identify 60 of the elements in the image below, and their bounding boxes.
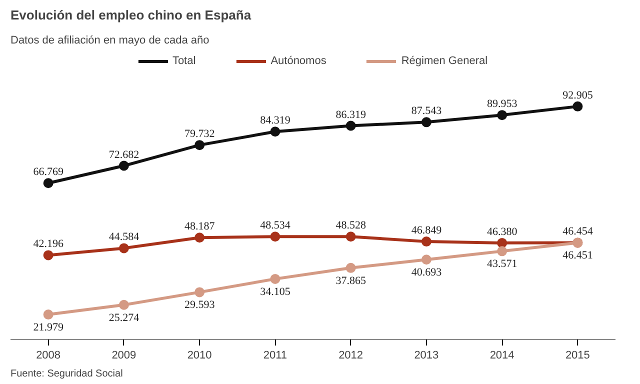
point (497, 238, 508, 248)
data-label: 84.319 (260, 114, 291, 127)
point (43, 310, 54, 320)
point (194, 287, 205, 298)
data-label: 43.571 (486, 258, 518, 270)
data-label: 46.451 (562, 250, 593, 262)
point (497, 110, 508, 120)
data-label: 48.528 (336, 220, 366, 232)
legend-label: Autónomos (270, 55, 326, 67)
x-tick-label: 2011 (263, 350, 288, 362)
point (421, 117, 432, 128)
x-tick-label: 2014 (490, 350, 514, 362)
legend-label: Régimen General (401, 55, 488, 67)
data-label: 89.953 (486, 98, 518, 110)
point (43, 178, 54, 188)
point (270, 232, 280, 242)
x-tick-label: 2013 (414, 350, 439, 362)
point (118, 160, 129, 171)
point (572, 101, 583, 112)
x-tick-label: 2008 (36, 350, 61, 362)
data-label: 66.769 (33, 166, 64, 178)
data-label: 21.979 (33, 322, 64, 334)
point (194, 140, 205, 150)
data-label: 87.543 (411, 105, 442, 118)
data-label: 86.319 (336, 108, 366, 121)
x-tick-label: 2012 (338, 350, 364, 362)
point (421, 254, 432, 265)
data-label: 25.274 (108, 312, 140, 324)
point (346, 232, 356, 242)
data-label: 46.849 (411, 224, 442, 237)
data-label: 72.682 (108, 148, 140, 161)
point (497, 246, 508, 256)
data-label: 79.732 (184, 128, 215, 140)
point (270, 126, 280, 137)
point (118, 300, 129, 310)
point (346, 120, 356, 131)
x-tick-label: 2015 (565, 350, 590, 362)
legend-label: Total (172, 55, 196, 67)
data-label: 40.693 (411, 266, 442, 279)
data-label: 48.534 (260, 220, 291, 232)
data-label: 46.380 (486, 226, 518, 238)
point (270, 274, 280, 284)
chart-title: Evolución del empleo chino en España (10, 8, 252, 22)
x-tick-label: 2009 (112, 350, 136, 362)
point (421, 236, 432, 247)
data-label: 46.454 (562, 226, 594, 238)
point (118, 243, 129, 254)
data-label: 48.187 (184, 220, 216, 233)
data-label: 29.593 (184, 299, 216, 312)
point (194, 232, 205, 243)
data-label: 42.196 (33, 238, 64, 250)
data-label: 37.865 (336, 274, 366, 287)
source-note: Fuente: Seguridad Social (10, 368, 123, 380)
point (346, 262, 356, 273)
data-label: 44.584 (108, 231, 140, 244)
chart-subtitle: Datos de afiliación en mayo de cada año (10, 34, 210, 46)
x-tick-label: 2010 (187, 350, 212, 362)
point (43, 250, 54, 260)
data-label: 92.905 (562, 89, 594, 102)
data-label: 34.105 (260, 286, 291, 298)
